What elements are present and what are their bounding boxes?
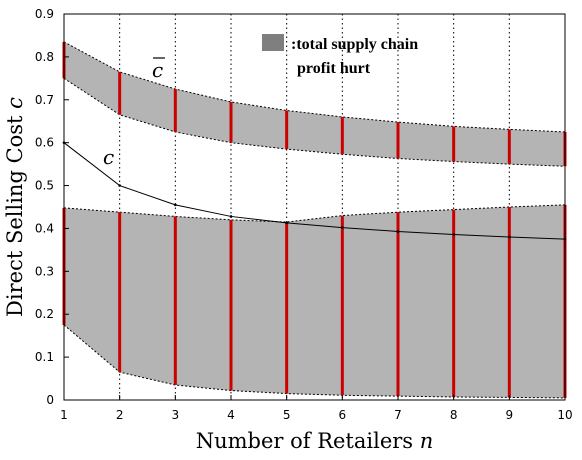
curve-point bbox=[118, 184, 121, 187]
plot-frame bbox=[63, 13, 566, 401]
curve-c-lower bbox=[63, 142, 566, 240]
region-1-upper-boundary bbox=[63, 41, 566, 133]
x-tick-label: 5 bbox=[283, 408, 291, 422]
x-tick-label: 10 bbox=[557, 408, 572, 422]
x-tick-label: 1 bbox=[60, 408, 68, 422]
x-tick-label: 3 bbox=[172, 408, 180, 422]
curves bbox=[62, 141, 567, 241]
y-tick-label: 0.9 bbox=[35, 7, 54, 21]
x-tick-label: 7 bbox=[394, 408, 402, 422]
curve-point bbox=[174, 203, 177, 207]
curve-point bbox=[285, 221, 288, 225]
svg-text:c: c bbox=[152, 58, 163, 82]
shaded-region-1 bbox=[64, 41, 565, 167]
y-tick-label: 0.4 bbox=[35, 221, 54, 235]
y-ticks: 0 0.1 0.2 0.3 0.4 0.5 0.6 0.7 0.8 0.9 bbox=[35, 7, 69, 407]
y-tick-label: 0.1 bbox=[35, 350, 54, 364]
y-axis-label: Direct Selling Cost c bbox=[3, 97, 27, 317]
curve-point bbox=[341, 226, 344, 229]
x-axis-label: Number of Retailers n bbox=[196, 429, 434, 453]
legend: :total supply chain profit hurt bbox=[262, 34, 418, 77]
legend-label-line2: profit hurt bbox=[297, 60, 371, 77]
region-1-lower-boundary bbox=[63, 77, 566, 167]
curve-point bbox=[452, 233, 455, 236]
x-tick-label: 9 bbox=[506, 408, 514, 422]
x-tick-label: 2 bbox=[116, 408, 124, 422]
y-tick-label: 0 bbox=[46, 393, 54, 407]
regions bbox=[62, 41, 567, 399]
y-tick-label: 0.2 bbox=[35, 307, 54, 321]
curve-label-c-lower: c bbox=[103, 145, 114, 169]
curve-point bbox=[396, 230, 400, 233]
curve-point bbox=[508, 235, 511, 239]
y-tick-label: 0.3 bbox=[35, 264, 54, 278]
x-tick-label: 6 bbox=[339, 408, 347, 422]
legend-swatch bbox=[262, 34, 284, 51]
y-tick-label: 0.7 bbox=[35, 93, 54, 107]
shaded-region-2 bbox=[64, 204, 565, 398]
legend-label-line1: :total supply chain bbox=[291, 36, 418, 53]
x-ticks: 1 2 3 4 5 6 7 8 9 10 bbox=[60, 395, 573, 422]
curve-label-c-upper: c bbox=[152, 57, 165, 82]
y-tick-label: 0.8 bbox=[35, 50, 54, 64]
x-tick-label: 8 bbox=[450, 408, 458, 422]
y-tick-label: 0.5 bbox=[35, 179, 54, 193]
curve-point bbox=[229, 215, 233, 218]
y-tick-label: 0.6 bbox=[35, 136, 54, 150]
x-tick-label: 4 bbox=[227, 408, 235, 422]
region-2-lower-boundary bbox=[63, 324, 566, 399]
